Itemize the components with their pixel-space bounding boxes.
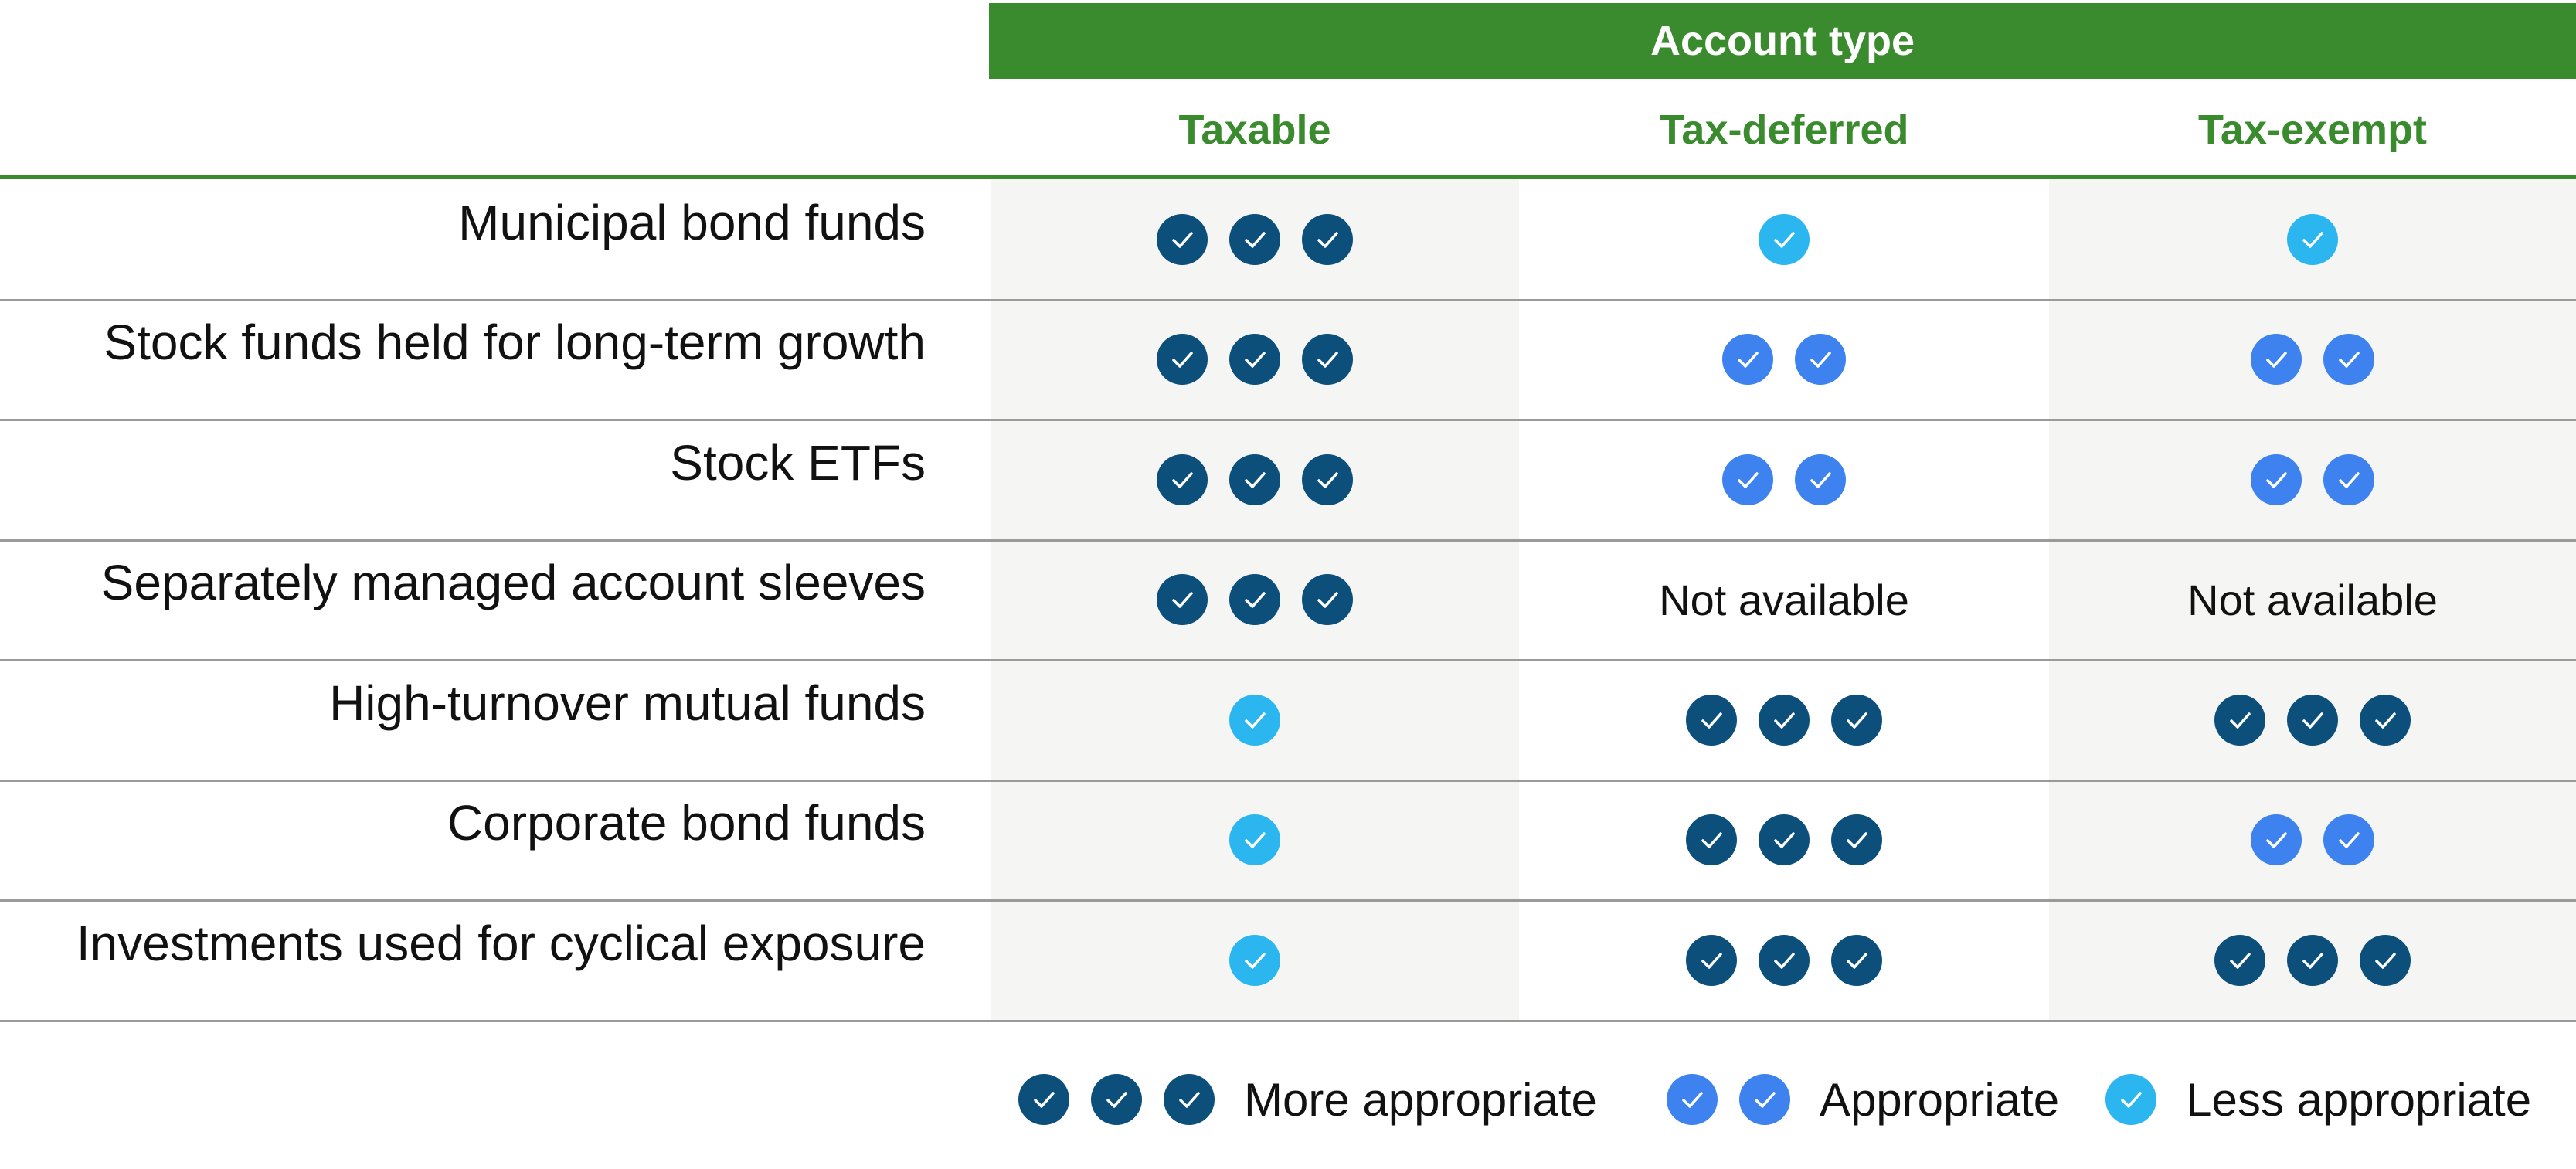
column-header-tax-deferred: Tax-deferred [1659, 107, 1909, 153]
check-circle-icon [2214, 934, 2265, 986]
check-circle-icon [1229, 694, 1280, 746]
rating-cell-less [991, 780, 1519, 901]
check-circle-icon [2287, 934, 2338, 986]
check-circle-icon [2287, 694, 2338, 746]
check-circle-icon [1229, 574, 1280, 626]
check-circle-icon [1722, 334, 1773, 386]
check-circle-icon [2360, 934, 2411, 986]
rating-cell-less [991, 900, 1519, 1021]
legend-item-appropriate: Appropriate [1666, 1073, 2060, 1127]
check-circle-icon [1157, 454, 1208, 505]
check-circle-icon [1229, 454, 1280, 505]
check-circle-icon [1795, 334, 1846, 386]
rating-cell-more [1519, 780, 2049, 901]
check-circle-icon [1831, 814, 1882, 866]
check-circle-icon [1164, 1074, 1215, 1125]
not-available-text: Not available [2187, 575, 2438, 624]
row-label: Stock ETFs [670, 434, 926, 491]
rating-cell-more [991, 420, 1519, 540]
check-circle-icon [1091, 1074, 1142, 1125]
check-circle-icon [2360, 694, 2411, 746]
rating-cell-more [991, 300, 1519, 420]
rating-cell-appropriate [2049, 420, 2576, 540]
check-circle-icon [1302, 574, 1353, 626]
check-circle-icon [1759, 814, 1810, 866]
row-divider [0, 659, 2576, 661]
rating-cell-appropriate [1519, 300, 2049, 420]
row-divider [0, 899, 2576, 902]
check-circle-icon [1831, 694, 1882, 746]
check-circle-icon [1831, 934, 1882, 986]
rating-cell-appropriate [2049, 300, 2576, 420]
check-circle-icon [1666, 1074, 1718, 1125]
check-circle-icon [1302, 213, 1353, 265]
check-circle-icon [1759, 694, 1810, 746]
legend-label: Less appropriate [2186, 1073, 2532, 1126]
legend: More appropriate Appropriate Less appropri… [1018, 1065, 2531, 1134]
column-header-tax-exempt: Tax-exempt [2197, 107, 2428, 153]
check-circle-icon [1157, 213, 1208, 265]
rating-cell-more [991, 179, 1519, 300]
rating-cell-appropriate [2049, 780, 2576, 901]
rating-cell-more [2049, 900, 2576, 1021]
check-circle-icon [1229, 334, 1280, 386]
not-available-cell: Not available [1519, 540, 2049, 661]
legend-label: More appropriate [1244, 1073, 1597, 1126]
check-circle-icon [2287, 213, 2338, 265]
rating-cell-more [1519, 660, 2049, 780]
legend-item-more: More appropriate [1018, 1073, 1597, 1127]
check-circle-icon [1229, 814, 1280, 866]
check-circle-icon [1018, 1074, 1069, 1125]
check-circle-icon [1229, 934, 1280, 986]
rating-cell-less [2049, 179, 2576, 300]
account-type-banner: Account type [989, 3, 2576, 79]
check-circle-icon [1302, 454, 1353, 505]
check-circle-icon [1759, 934, 1810, 986]
row-label: High-turnover mutual funds [329, 675, 926, 731]
not-available-text: Not available [1659, 575, 1909, 624]
column-header-taxable: Taxable [1178, 107, 1331, 153]
check-circle-icon [2251, 454, 2302, 505]
rating-cell-more [1519, 900, 2049, 1021]
row-label: Separately managed account sleeves [100, 555, 926, 611]
check-circle-icon [1795, 454, 1846, 505]
check-circle-icon [2251, 814, 2302, 866]
row-divider [0, 779, 2576, 782]
rating-cell-more [991, 540, 1519, 661]
rating-cell-less [991, 660, 1519, 780]
check-circle-icon [2323, 454, 2374, 505]
check-circle-icon [1157, 574, 1208, 626]
column-shading [2049, 179, 2576, 1021]
check-circle-icon [1157, 334, 1208, 386]
check-circle-icon [1229, 213, 1280, 265]
check-circle-icon [1302, 334, 1353, 386]
row-label: Corporate bond funds [447, 795, 926, 851]
rating-cell-less [1519, 179, 2049, 300]
check-circle-icon [1738, 1074, 1790, 1125]
rating-cell-appropriate [1519, 420, 2049, 540]
row-label: Investments used for cyclical exposure [76, 915, 926, 971]
not-available-cell: Not available [2049, 540, 2576, 661]
check-circle-icon [2105, 1074, 2157, 1125]
check-circle-icon [2323, 334, 2374, 386]
check-circle-icon [1686, 934, 1737, 986]
rating-cell-more [2049, 660, 2576, 780]
row-divider [0, 419, 2576, 421]
row-divider [0, 1019, 2576, 1022]
row-label: Stock funds held for long-term growth [104, 314, 926, 371]
check-circle-icon [2214, 694, 2265, 746]
header-rule [0, 175, 2576, 179]
check-circle-icon [2323, 814, 2374, 866]
check-circle-icon [1686, 694, 1737, 746]
check-circle-icon [1686, 814, 1737, 866]
check-circle-icon [2251, 334, 2302, 386]
legend-label: Appropriate [1819, 1073, 2060, 1126]
row-divider [0, 539, 2576, 542]
check-circle-icon [1759, 213, 1810, 265]
check-circle-icon [1722, 454, 1773, 505]
legend-item-less: Less appropriate [2105, 1073, 2531, 1127]
row-label: Municipal bond funds [458, 194, 926, 250]
row-divider [0, 298, 2576, 301]
